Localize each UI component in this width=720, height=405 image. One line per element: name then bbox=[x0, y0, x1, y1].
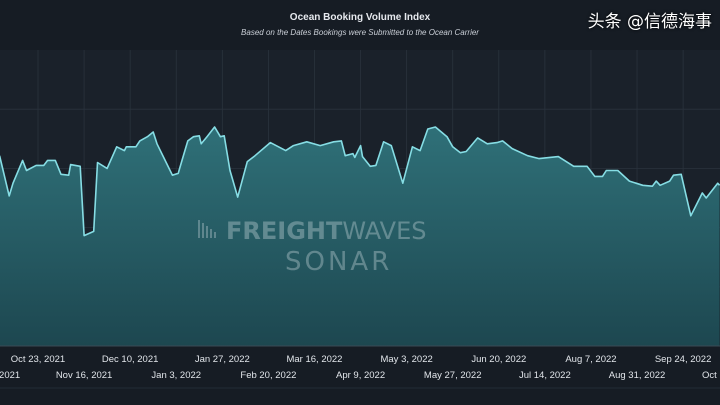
x-tick-label: Aug 7, 2022 bbox=[565, 354, 616, 365]
x-tick-label: Jan 27, 2022 bbox=[195, 354, 250, 365]
x-tick-label: Jun 20, 2022 bbox=[471, 354, 526, 365]
x-tick-label: Feb 20, 2022 bbox=[240, 370, 296, 381]
x-tick-label: Sep 29, 2021 bbox=[0, 370, 20, 381]
logo-sonar-text: SONAR bbox=[285, 247, 392, 277]
x-tick-label: Dec 10, 2021 bbox=[102, 354, 159, 365]
x-tick-label: Oct 23, 2021 bbox=[11, 354, 65, 365]
logo-text: FREIGHTWAVES bbox=[226, 217, 426, 245]
x-axis-ticks: Sep 29, 2021 Oct 23, 2021 Nov 16, 2021 Dec … bbox=[0, 354, 720, 381]
source-watermark: 头条 @信德海事 bbox=[587, 12, 712, 32]
series-line bbox=[0, 126, 720, 237]
chart-title: Ocean Booking Volume Index bbox=[289, 12, 431, 23]
x-tick-label: Apr 9, 2022 bbox=[336, 370, 385, 381]
x-tick-label: Aug 31, 2022 bbox=[609, 370, 666, 381]
x-tick-label: May 3, 2022 bbox=[380, 354, 432, 365]
chart-subtitle: Based on the Dates Bookings were Submitt… bbox=[241, 28, 479, 37]
x-tick-label: Oct 18, 2022 bbox=[702, 370, 720, 381]
series-area-fill bbox=[0, 127, 720, 346]
x-tick-label: Jan 3, 2022 bbox=[151, 370, 201, 381]
x-tick-label: Jul 14, 2022 bbox=[519, 370, 571, 381]
freightwaves-sonar-logo: FREIGHTWAVES SONAR bbox=[198, 217, 426, 277]
x-tick-label: Nov 16, 2021 bbox=[56, 370, 113, 381]
x-tick-label: Sep 24, 2022 bbox=[655, 354, 712, 365]
freightwaves-bars-icon bbox=[198, 220, 216, 238]
x-tick-label: Mar 16, 2022 bbox=[286, 354, 342, 365]
x-tick-label: May 27, 2022 bbox=[424, 370, 482, 381]
